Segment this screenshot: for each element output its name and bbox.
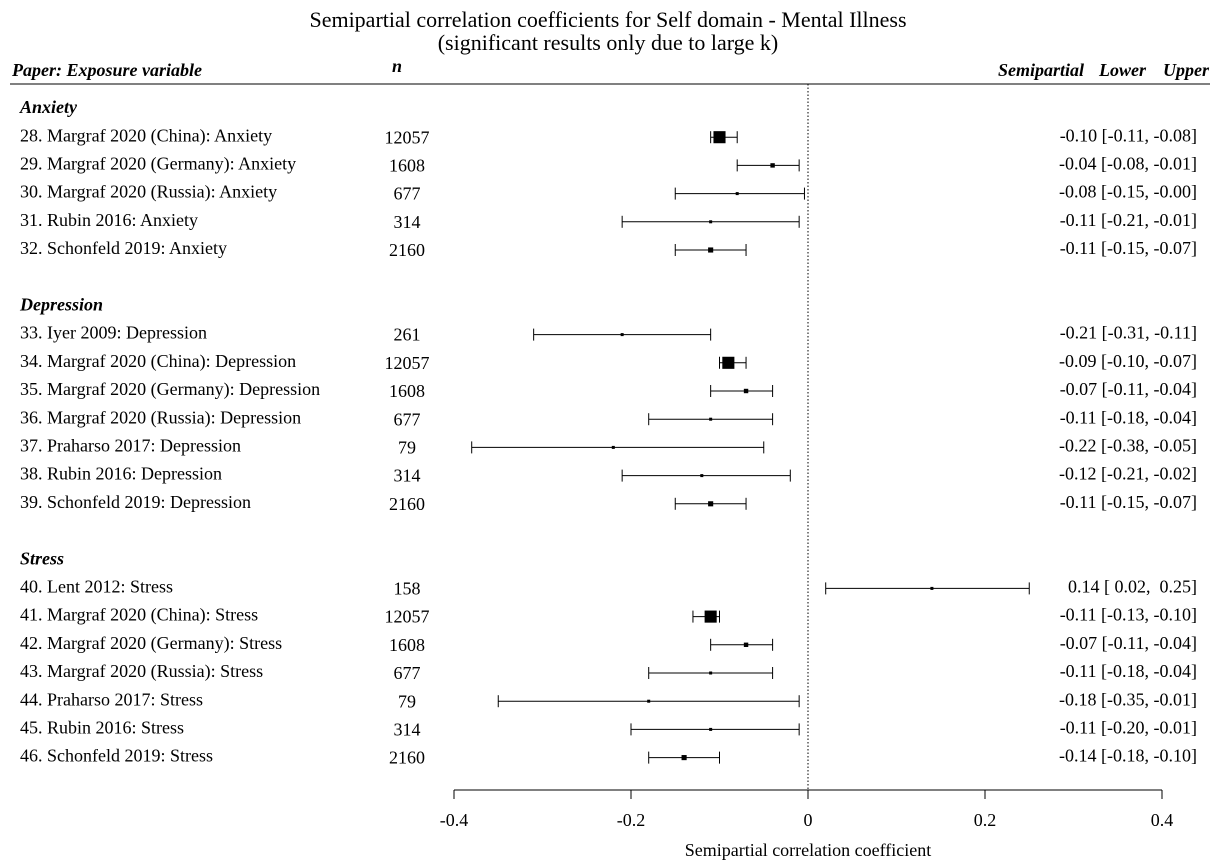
- row-label: 33. Iyer 2009: Depression: [20, 323, 207, 343]
- row-label: 42. Margraf 2020 (Germany): Stress: [20, 633, 282, 654]
- row-n: 1608: [389, 635, 425, 655]
- value-label: -0.09 [-0.10, -0.07]: [1059, 351, 1197, 371]
- value-label: -0.11 [-0.20, -0.01]: [1060, 718, 1197, 738]
- row-n: 2160: [389, 494, 425, 514]
- point-estimate: [713, 131, 726, 144]
- point-estimate: [735, 192, 739, 196]
- row-label: 34. Margraf 2020 (China): Depression: [20, 351, 296, 372]
- row-label: 41. Margraf 2020 (China): Stress: [20, 605, 258, 626]
- row-n: 79: [398, 691, 416, 711]
- point-estimate: [930, 586, 934, 590]
- x-tick-label: -0.2: [617, 810, 646, 830]
- value-label: -0.11 [-0.21, -0.01]: [1060, 210, 1197, 230]
- column-header: Semipartial: [998, 60, 1084, 80]
- row-label: 38. Rubin 2016: Depression: [20, 464, 222, 484]
- point-estimate: [709, 417, 713, 421]
- value-label: -0.14 [-0.18, -0.10]: [1059, 746, 1197, 766]
- point-estimate: [743, 388, 749, 394]
- point-estimate: [681, 755, 687, 761]
- row-n: 314: [394, 720, 421, 740]
- point-estimate: [709, 727, 713, 731]
- row-label: 46. Schonfeld 2019: Stress: [20, 746, 213, 766]
- row-label: 35. Margraf 2020 (Germany): Depression: [20, 379, 320, 400]
- row-label: 32. Schonfeld 2019: Anxiety: [20, 238, 227, 258]
- chart-subtitle: (significant results only due to large k…: [438, 30, 779, 55]
- row-label: 37. Praharso 2017: Depression: [20, 436, 241, 456]
- row-label: 31. Rubin 2016: Anxiety: [20, 210, 198, 230]
- row-label: 29. Margraf 2020 (Germany): Anxiety: [20, 154, 296, 175]
- value-label: -0.04 [-0.08, -0.01]: [1059, 154, 1197, 174]
- column-header: Upper: [1163, 60, 1210, 80]
- value-label: -0.12 [-0.21, -0.02]: [1059, 464, 1197, 484]
- row-label: 44. Praharso 2017: Stress: [20, 689, 203, 709]
- row-n: 1608: [389, 156, 425, 176]
- row-n: 314: [394, 466, 421, 486]
- value-label: -0.11 [-0.15, -0.07]: [1060, 492, 1197, 512]
- point-estimate: [704, 610, 717, 623]
- point-estimate: [647, 699, 651, 703]
- point-estimate: [708, 247, 714, 253]
- value-label: -0.21 [-0.31, -0.11]: [1060, 323, 1197, 343]
- point-estimate: [700, 474, 704, 478]
- x-tick-label: -0.4: [440, 810, 469, 830]
- value-label: -0.11 [-0.15, -0.07]: [1060, 238, 1197, 258]
- value-label: -0.22 [-0.38, -0.05]: [1059, 436, 1197, 456]
- value-label: -0.11 [-0.18, -0.04]: [1060, 407, 1197, 427]
- value-label: -0.10 [-0.11, -0.08]: [1060, 125, 1197, 145]
- point-estimate: [722, 356, 735, 369]
- point-estimate: [743, 642, 749, 648]
- row-n: 12057: [385, 607, 430, 627]
- row-label: 39. Schonfeld 2019: Depression: [20, 492, 251, 512]
- x-tick-label: 0: [804, 810, 813, 830]
- row-n: 677: [394, 184, 421, 204]
- value-label: -0.08 [-0.15, -0.00]: [1059, 182, 1197, 202]
- row-n: 2160: [389, 748, 425, 768]
- row-label: 30. Margraf 2020 (Russia): Anxiety: [20, 182, 277, 203]
- group-heading: Stress: [20, 548, 64, 568]
- point-estimate: [709, 671, 713, 675]
- value-label: -0.07 [-0.11, -0.04]: [1060, 633, 1197, 653]
- value-label: -0.07 [-0.11, -0.04]: [1060, 379, 1197, 399]
- point-estimate: [770, 163, 775, 168]
- row-n: 79: [398, 438, 416, 458]
- group-heading: Anxiety: [19, 97, 78, 117]
- row-label: 40. Lent 2012: Stress: [20, 577, 173, 597]
- row-label: 36. Margraf 2020 (Russia): Depression: [20, 407, 301, 428]
- row-n: 677: [394, 409, 421, 429]
- column-header: n: [392, 56, 402, 76]
- row-label: 43. Margraf 2020 (Russia): Stress: [20, 661, 263, 682]
- chart-title: Semipartial correlation coefficients for…: [309, 7, 906, 32]
- group-heading: Depression: [19, 295, 103, 315]
- row-n: 158: [394, 579, 421, 599]
- row-n: 2160: [389, 240, 425, 260]
- value-label: 0.14 [ 0.02, 0.25]: [1064, 577, 1198, 597]
- value-label: -0.18 [-0.35, -0.01]: [1059, 689, 1197, 709]
- row-n: 261: [394, 325, 421, 345]
- x-axis-label: Semipartial correlation coefficient: [685, 840, 932, 860]
- row-label: 45. Rubin 2016: Stress: [20, 718, 184, 738]
- value-label: -0.11 [-0.18, -0.04]: [1060, 661, 1197, 681]
- column-header: Lower: [1098, 60, 1147, 80]
- point-estimate: [708, 501, 714, 507]
- row-n: 677: [394, 663, 421, 683]
- point-estimate: [620, 333, 624, 337]
- point-estimate: [611, 445, 615, 449]
- row-n: 314: [394, 212, 421, 232]
- x-tick-label: 0.4: [1151, 810, 1174, 830]
- column-header: Paper: Exposure variable: [11, 60, 202, 80]
- value-label: -0.11 [-0.13, -0.10]: [1060, 605, 1197, 625]
- row-n: 1608: [389, 381, 425, 401]
- row-label: 28. Margraf 2020 (China): Anxiety: [20, 125, 272, 146]
- point-estimate: [709, 220, 713, 224]
- x-tick-label: 0.2: [974, 810, 997, 830]
- row-n: 12057: [385, 353, 430, 373]
- row-n: 12057: [385, 127, 430, 147]
